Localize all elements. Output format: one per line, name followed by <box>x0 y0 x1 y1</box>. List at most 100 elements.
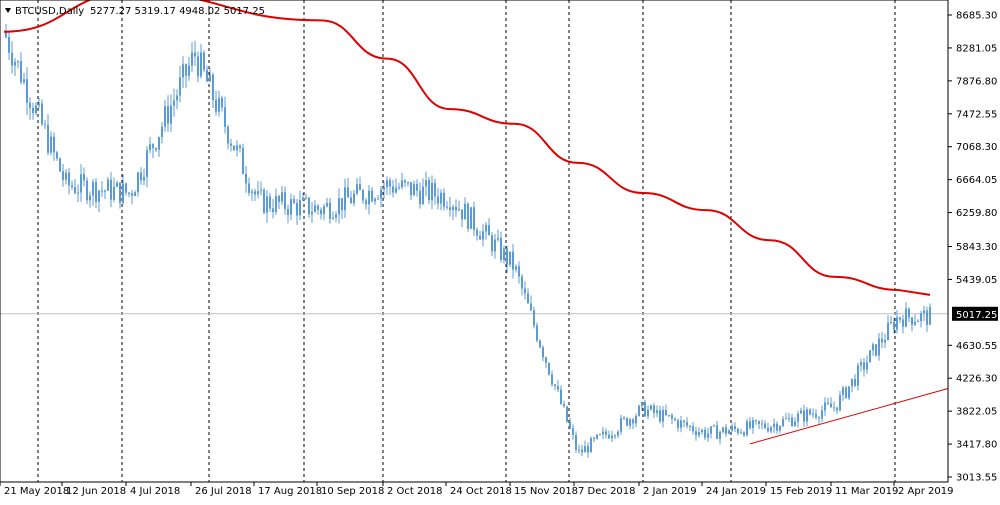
candle <box>611 430 613 443</box>
candle <box>806 407 808 427</box>
candle <box>494 234 496 259</box>
candle <box>803 404 805 427</box>
y-tick-label: 3417.80 <box>956 440 997 451</box>
candle <box>893 317 895 334</box>
candle-body <box>638 405 640 416</box>
candle <box>302 193 304 201</box>
candle-body <box>452 206 454 211</box>
candle <box>464 197 466 220</box>
candle <box>287 204 289 224</box>
candle-body <box>668 415 670 417</box>
candle <box>224 96 226 134</box>
candle <box>668 414 670 418</box>
candle-body <box>848 386 850 398</box>
y-tick-label: 7068.30 <box>956 142 997 153</box>
candle <box>74 178 76 195</box>
candle-body <box>857 365 859 386</box>
candle-body <box>20 61 22 83</box>
candle-body <box>428 180 430 201</box>
candle-body <box>464 203 466 220</box>
candle-body <box>743 432 745 436</box>
candle-body <box>623 418 625 420</box>
candle-body <box>185 64 187 76</box>
candle <box>734 422 736 433</box>
candle <box>500 231 502 263</box>
candle <box>368 185 370 215</box>
candle <box>926 306 928 333</box>
y-tick-label: 5843.30 <box>956 242 997 253</box>
candle-body <box>473 207 475 230</box>
candle-body <box>434 182 436 197</box>
candle-body <box>740 432 742 434</box>
candle <box>641 401 643 411</box>
candle-body <box>863 362 865 370</box>
candle-body <box>737 428 739 434</box>
candle <box>533 306 535 329</box>
candle-body <box>17 61 19 63</box>
candle <box>149 136 151 154</box>
candle-body <box>155 148 157 150</box>
candle-body <box>356 184 358 194</box>
candle-body <box>509 251 511 265</box>
candle-body <box>230 143 232 146</box>
candle-body <box>536 325 538 341</box>
candle-body <box>311 212 313 215</box>
candle <box>104 189 106 200</box>
candle <box>314 200 316 213</box>
y-tick-label: 8685.30 <box>956 11 997 22</box>
candle <box>338 188 340 224</box>
candle-body <box>815 413 817 418</box>
candle-body <box>845 387 847 398</box>
candle <box>536 322 538 343</box>
candle-body <box>926 310 928 325</box>
candle <box>860 358 862 372</box>
candle <box>356 177 358 196</box>
candle <box>656 405 658 418</box>
candle <box>929 303 931 325</box>
candle <box>593 436 595 443</box>
candle <box>53 132 55 161</box>
candle-body <box>917 320 919 323</box>
candle-body <box>581 449 583 453</box>
candle-body <box>608 434 610 439</box>
candle-body <box>533 310 535 326</box>
candle-body <box>377 198 379 200</box>
candle <box>56 150 58 161</box>
candle <box>116 180 118 188</box>
candle-body <box>488 225 490 236</box>
candle-body <box>164 106 166 127</box>
candle <box>482 224 484 247</box>
candle <box>401 172 403 190</box>
candle <box>191 42 193 73</box>
candle <box>746 418 748 437</box>
candle <box>506 245 508 274</box>
candle <box>80 164 82 202</box>
candle <box>896 310 898 334</box>
candle-body <box>26 79 28 103</box>
candle <box>650 404 652 411</box>
candle-body <box>446 206 448 208</box>
candle <box>602 426 604 439</box>
candle-body <box>59 158 61 172</box>
candle-body <box>905 308 907 327</box>
candle-body <box>113 186 115 200</box>
candle <box>764 420 766 430</box>
candle <box>92 179 94 206</box>
candle-body <box>323 206 325 215</box>
candle-body <box>719 431 721 439</box>
candle <box>839 390 841 412</box>
candle <box>242 143 244 175</box>
x-tick-label: 15 Nov 2018 <box>514 486 578 497</box>
candle-body <box>305 197 307 199</box>
candle-body <box>641 402 643 406</box>
candle-body <box>704 429 706 438</box>
candle <box>239 144 241 153</box>
candle <box>113 177 115 203</box>
dropdown-triangle-icon[interactable] <box>5 8 11 13</box>
candle-body <box>923 310 925 314</box>
candle-body <box>404 180 406 183</box>
candle-body <box>554 384 556 387</box>
candle <box>392 179 394 198</box>
candle <box>209 68 211 83</box>
